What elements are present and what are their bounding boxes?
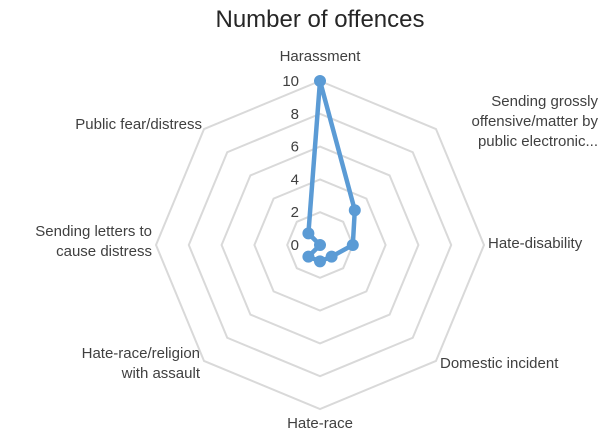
category-label-6: Hate-race/religion with assault (82, 345, 201, 382)
tick-label: 10 (282, 73, 299, 90)
data-point-3 (346, 239, 359, 251)
data-point-6 (302, 250, 315, 263)
tick-label: 6 (291, 139, 299, 156)
category-label-5: Hate-race (287, 415, 353, 432)
radar-grid (154, 79, 486, 411)
grid-ring-8 (187, 112, 453, 378)
grid-ring-6 (220, 145, 420, 345)
data-point-7 (314, 239, 326, 251)
category-label-7: Sending letters to cause distress (35, 223, 152, 260)
category-label-2: Sending grossly offensive/matter by public… (472, 93, 599, 150)
radar-series (302, 75, 361, 268)
tick-label: 4 (291, 171, 299, 188)
data-point-5 (314, 255, 326, 268)
data-point-1 (314, 75, 326, 87)
data-point-4 (325, 250, 338, 263)
grid-ring-2 (286, 211, 354, 279)
category-label-8: Public fear/distress (75, 116, 202, 133)
category-label-4: Domestic incident (440, 355, 559, 372)
grid-ring-10 (154, 79, 486, 411)
data-point-2 (348, 204, 361, 217)
data-point-8 (302, 227, 315, 240)
tick-label: 8 (291, 106, 299, 123)
grid-ring-4 (253, 178, 387, 312)
tick-label: 2 (291, 204, 299, 221)
category-labels: Harassment Sending grossly offensive/matte… (35, 48, 598, 432)
category-label-1: Harassment (280, 48, 362, 65)
radial-tick-labels: 0 2 4 6 8 10 (282, 73, 299, 254)
tick-label: 0 (291, 237, 299, 254)
category-label-3: Hate-disability (488, 235, 583, 252)
chart-title: Number of offences (215, 6, 424, 33)
